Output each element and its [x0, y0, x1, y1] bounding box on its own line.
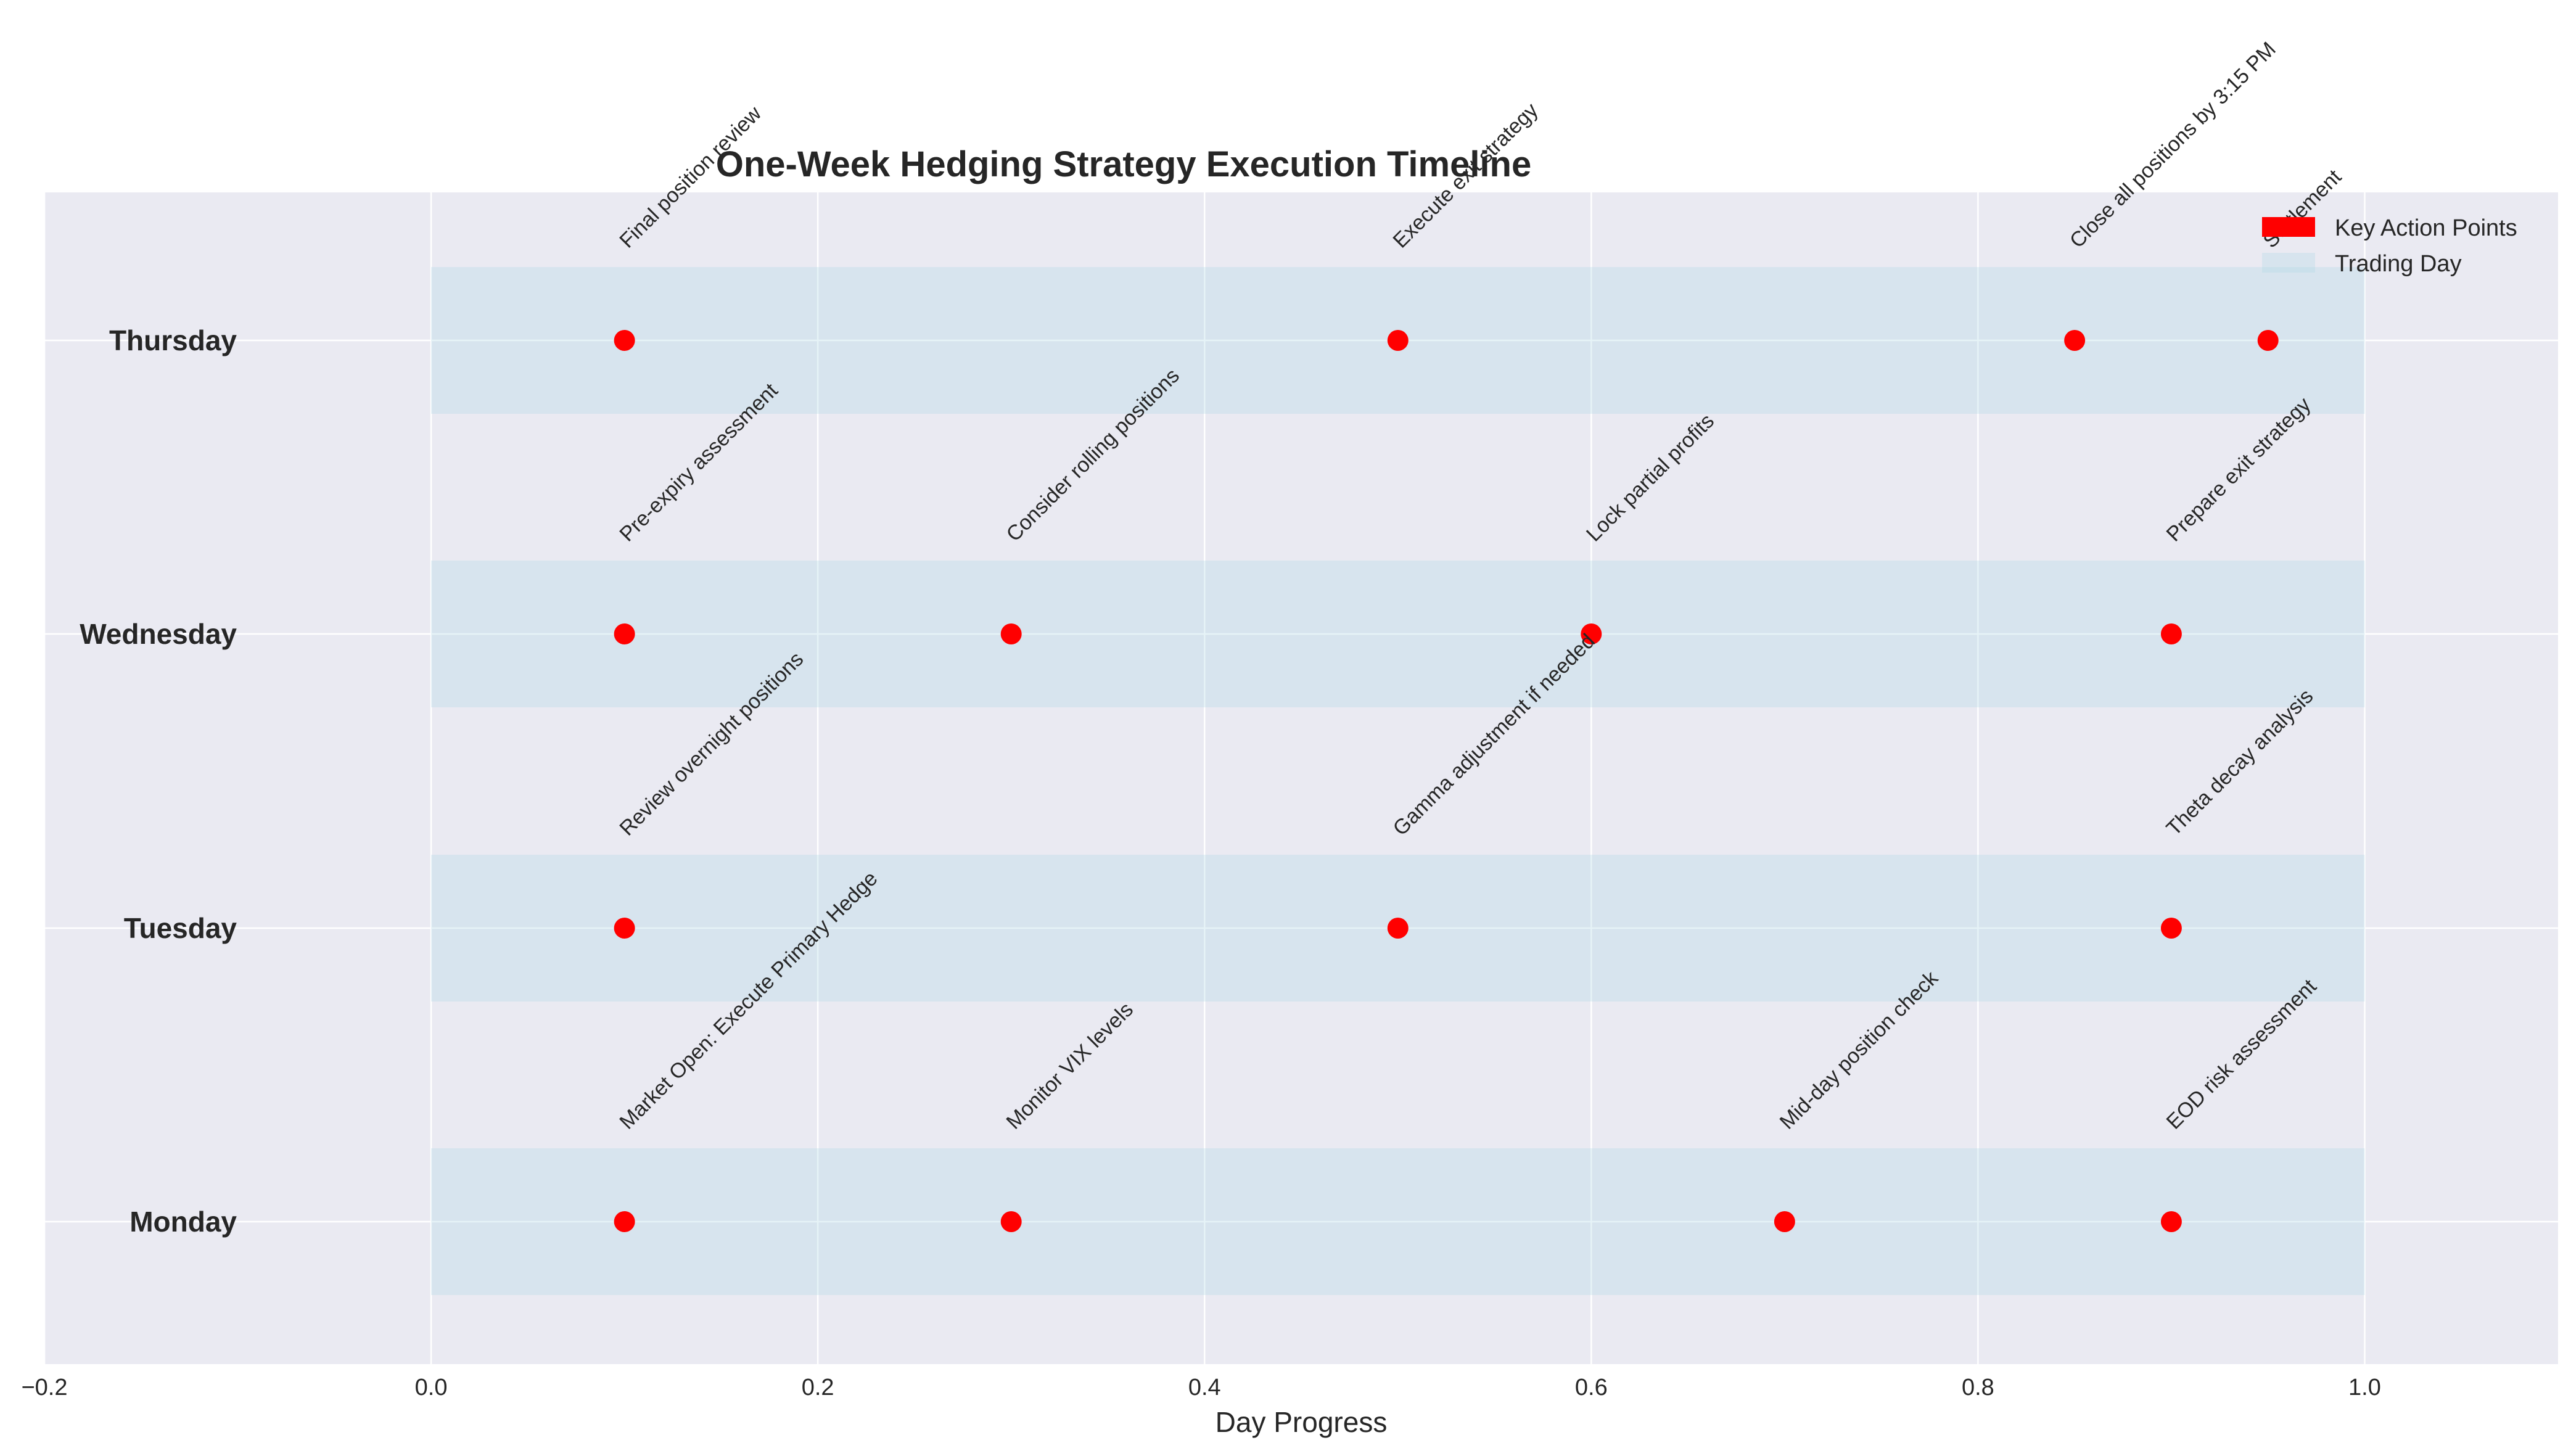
trading-day-band-wednesday [431, 561, 2365, 707]
action-point-tuesday-4 [614, 918, 635, 939]
y-tick-label-tuesday: Tuesday [124, 912, 237, 944]
plot-background [44, 192, 2558, 1364]
action-point-monday-0 [614, 1211, 635, 1232]
x-tick-label-2: 0.2 [802, 1375, 834, 1400]
chart-title: One-Week Hedging Strategy Execution Time… [716, 144, 1532, 184]
y-tick-label-monday: Monday [130, 1206, 237, 1238]
legend-swatch-key-action-points [2262, 217, 2315, 237]
action-point-thursday-12 [1387, 330, 1409, 351]
action-point-thursday-11 [614, 330, 635, 351]
legend: Key Action Points Trading Day [2262, 215, 2517, 277]
action-point-thursday-14 [2257, 330, 2279, 351]
y-axis-ticks: Monday Tuesday Wednesday Thursday [80, 324, 237, 1238]
x-tick-label-0: −0.2 [21, 1375, 67, 1400]
action-point-wednesday-8 [1000, 623, 1022, 644]
action-point-tuesday-5 [1387, 918, 1409, 939]
trading-day-band-monday [431, 1148, 2365, 1295]
legend-label-trading-day: Trading Day [2335, 251, 2462, 277]
action-point-wednesday-10 [2160, 623, 2182, 644]
x-tick-label-3: 0.4 [1188, 1375, 1221, 1400]
x-axis-ticks: −0.2 0.0 0.2 0.4 0.6 0.8 1.0 [21, 1375, 2380, 1400]
x-tick-label-1: 0.0 [415, 1375, 448, 1400]
action-points [614, 330, 2279, 1232]
grid-lines [43, 192, 2558, 1364]
y-tick-label-wednesday: Wednesday [80, 618, 237, 650]
legend-label-key-action-points: Key Action Points [2335, 215, 2517, 241]
x-tick-label-6: 1.0 [2348, 1375, 2381, 1400]
x-tick-label-5: 0.8 [1962, 1375, 1994, 1400]
y-tick-label-thursday: Thursday [109, 324, 237, 356]
x-tick-label-4: 0.6 [1575, 1375, 1608, 1400]
action-point-monday-1 [1000, 1211, 1022, 1232]
action-point-wednesday-7 [614, 623, 635, 644]
x-axis-label: Day Progress [1216, 1406, 1388, 1438]
action-point-monday-3 [2160, 1211, 2182, 1232]
action-point-wednesday-9 [1581, 623, 1602, 644]
legend-swatch-trading-day [2262, 253, 2315, 273]
action-point-thursday-13 [2064, 330, 2086, 351]
action-point-monday-2 [1774, 1211, 1795, 1232]
action-point-tuesday-6 [2160, 918, 2182, 939]
